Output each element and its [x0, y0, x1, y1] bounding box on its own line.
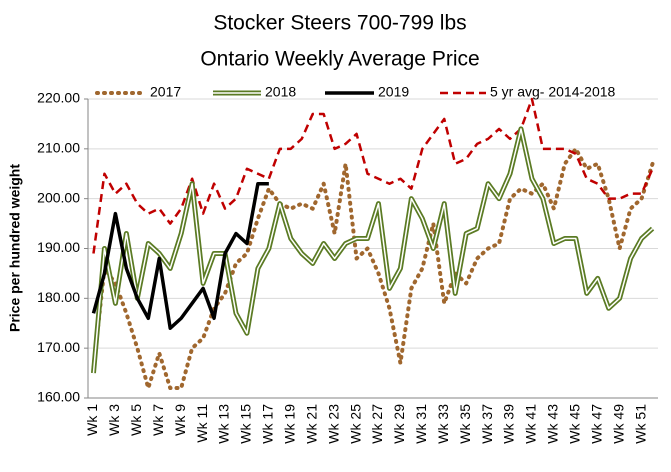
x-tick-label: Wk 37: [479, 404, 495, 444]
x-tick-label: Wk 11: [194, 404, 210, 443]
x-tick-label: Wk 25: [347, 404, 363, 444]
x-tick-label: Wk 47: [588, 404, 604, 444]
x-tick-label: Wk 51: [632, 404, 648, 444]
x-tick-label: Wk 39: [501, 404, 517, 444]
x-tick-label: Wk 49: [610, 404, 626, 444]
x-tick-label: Wk 45: [566, 404, 582, 444]
y-tick-label: 200.00: [37, 189, 80, 205]
x-tick-label: Wk 27: [369, 404, 385, 444]
x-tick-label: Wk 13: [216, 404, 232, 444]
y-tick-label: 180.00: [37, 289, 80, 305]
y-tick-label: 170.00: [37, 339, 80, 355]
x-tick-label: Wk 5: [128, 404, 144, 436]
x-tick-label: Wk 43: [545, 404, 561, 444]
legend-label: 5 yr avg- 2014-2018: [490, 84, 616, 100]
y-tick-label: 220.00: [37, 90, 80, 106]
x-tick-label: Wk 35: [457, 404, 473, 444]
x-tick-label: Wk 7: [150, 404, 166, 436]
chart-subtitle: Ontario Weekly Average Price: [200, 48, 479, 71]
x-tick-label: Wk 15: [238, 404, 254, 444]
series-line-inner: [92, 128, 654, 374]
x-tick-label: Wk 31: [413, 404, 429, 444]
x-tick-label: Wk 1: [84, 404, 100, 436]
x-tick-label: Wk 9: [172, 404, 188, 436]
y-tick-label: 210.00: [37, 140, 80, 156]
x-tick-label: Wk 23: [325, 404, 341, 444]
legend-label: 2018: [265, 84, 296, 100]
series-line: [92, 97, 654, 254]
y-axis-label: Price per hundred weight: [7, 164, 23, 332]
x-tick-label: Wk 17: [260, 404, 276, 444]
series-line: [91, 146, 655, 391]
chart-title: Stocker Steers 700-799 lbs: [213, 12, 466, 35]
legend-label: 2017: [150, 84, 181, 100]
y-tick-label: 190.00: [37, 239, 80, 255]
series-line: [91, 181, 269, 330]
x-tick-label: Wk 33: [435, 404, 451, 444]
x-tick-label: Wk 29: [391, 404, 407, 444]
x-tick-label: Wk 41: [523, 404, 539, 444]
legend-label: 2019: [378, 84, 409, 100]
x-tick-label: Wk 3: [106, 404, 122, 436]
x-tick-label: Wk 19: [281, 404, 297, 444]
y-tick-label: 160.00: [37, 389, 80, 405]
x-tick-label: Wk 21: [303, 404, 319, 444]
